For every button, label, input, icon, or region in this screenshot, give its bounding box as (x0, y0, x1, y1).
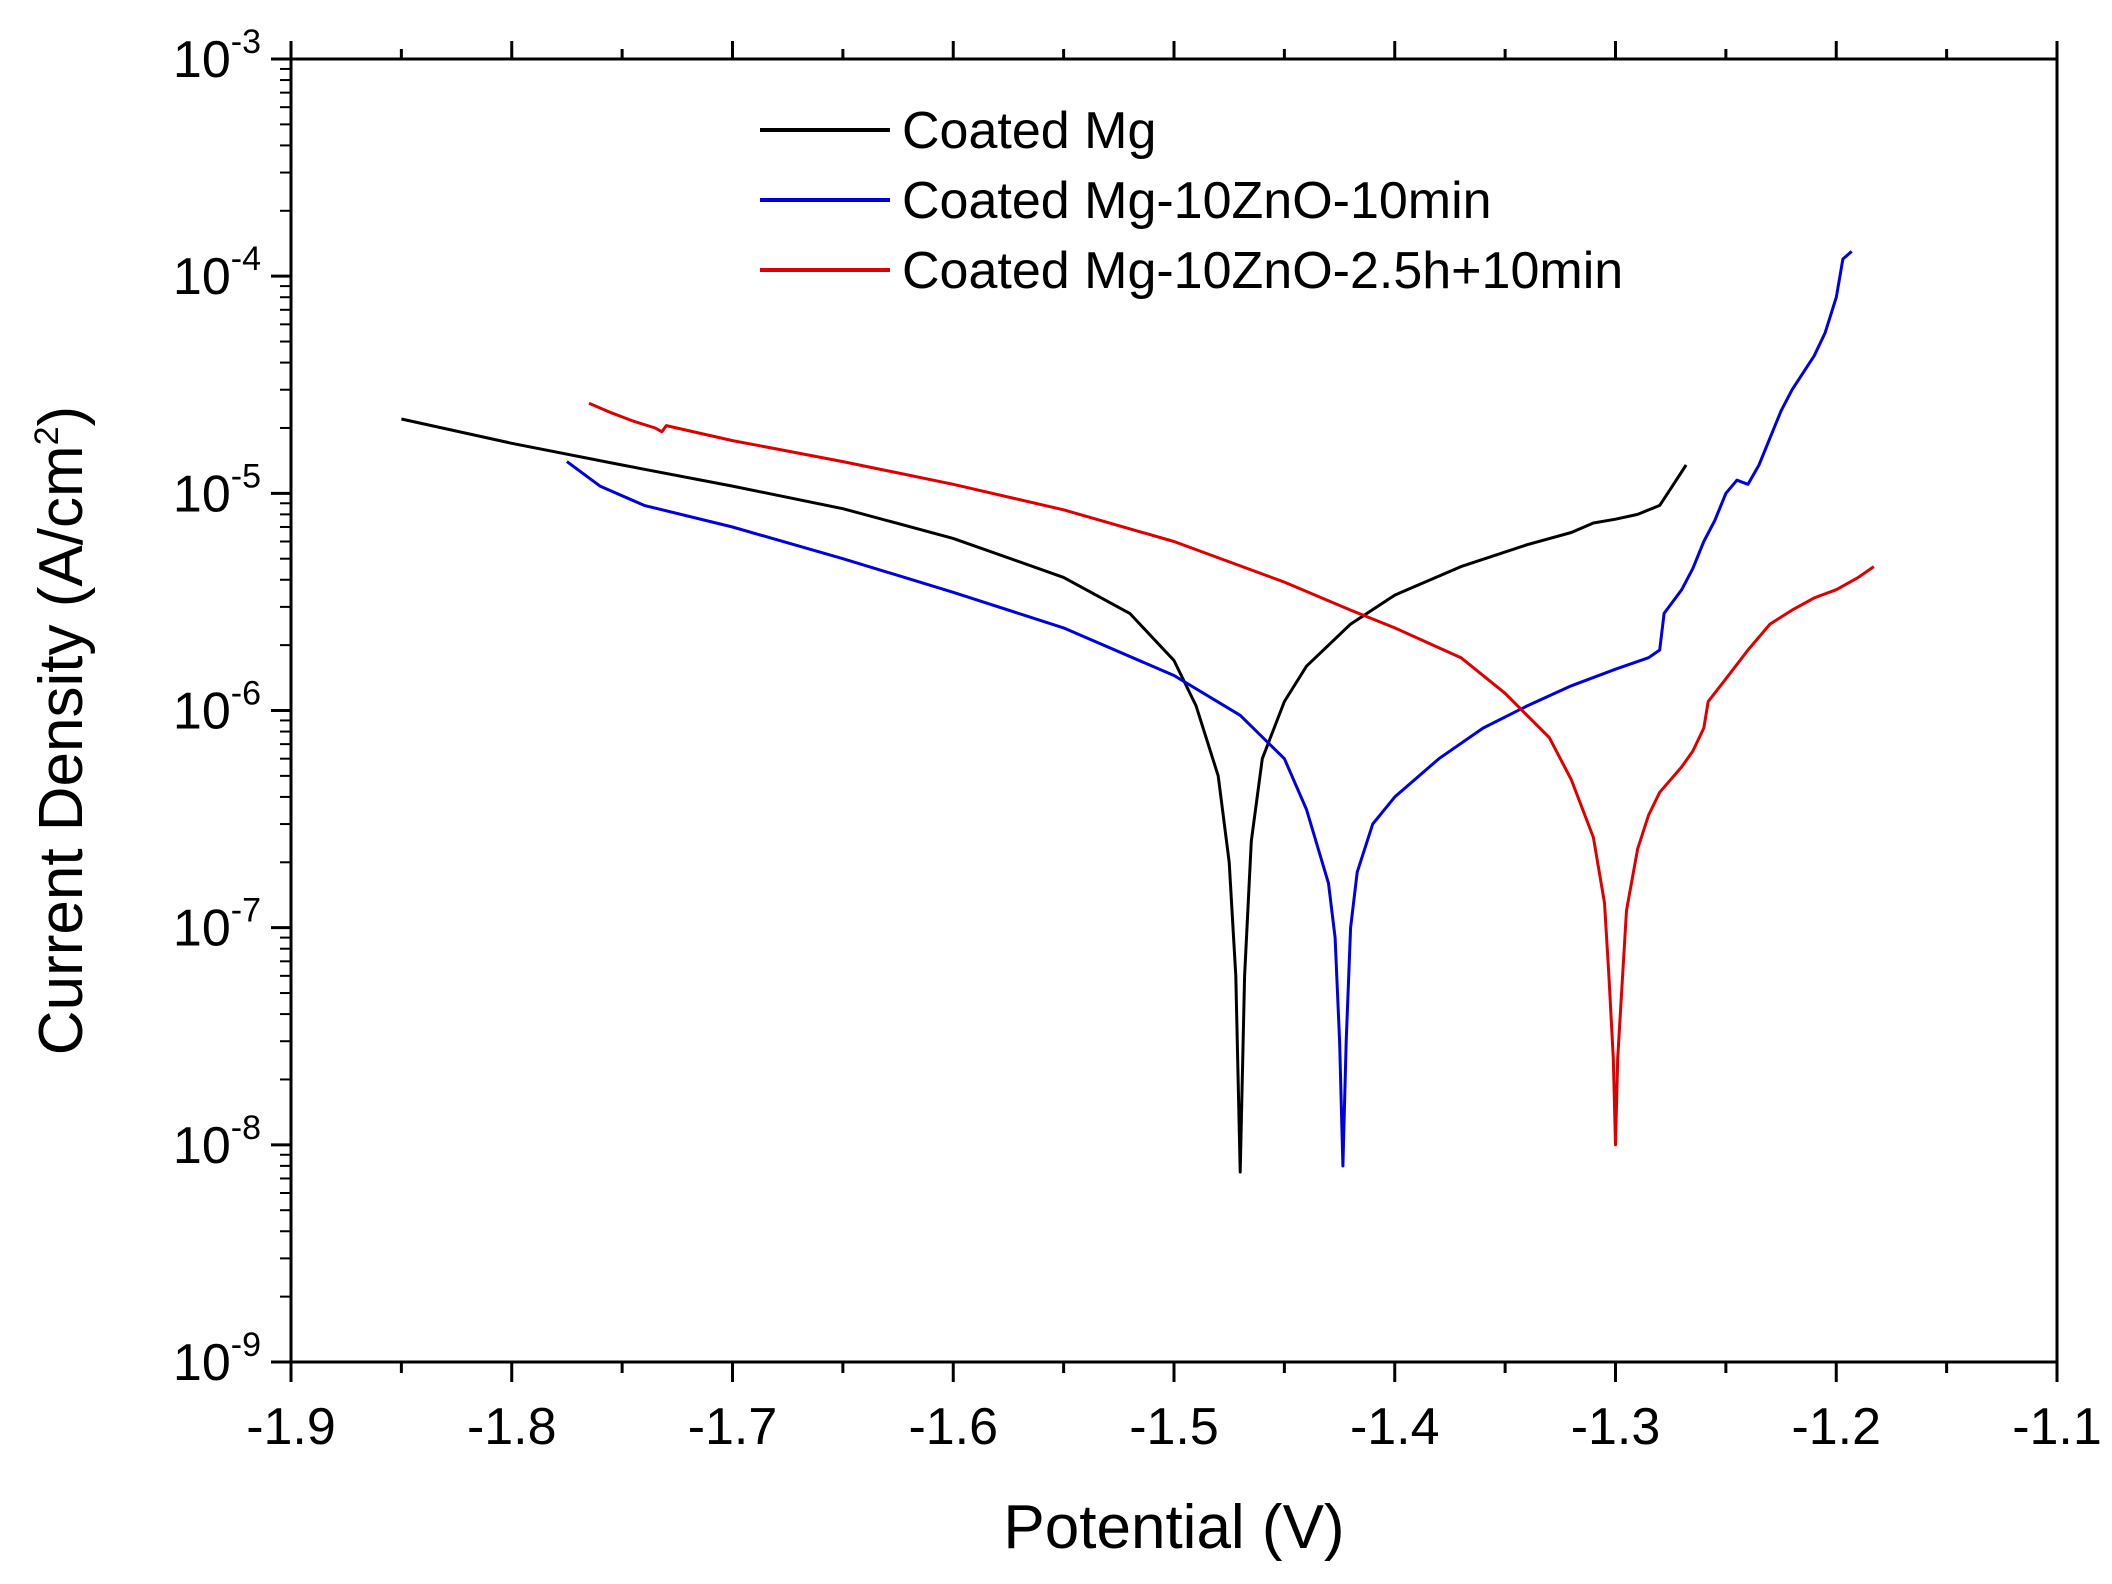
x-axis-ticks: -1.9 -1.8 -1.7 -1.6 -1.5 -1.4 -1.3 -1.2 -1.1 (246, 41, 2102, 1456)
y-tick-label: 10-8 (173, 1109, 261, 1175)
series-line-3 (588, 401, 1875, 1147)
x-tick-label: -1.3 (1571, 1398, 1661, 1456)
y-axis-title-main: Current Density (A/cm (27, 445, 96, 1055)
x-tick-label: -1.4 (1350, 1398, 1440, 1456)
x-tick-label: -1.9 (246, 1398, 336, 1456)
y-tick-label-base: 10 (173, 465, 231, 523)
y-tick-label-base: 10 (173, 900, 231, 958)
legend-label: Coated Mg (902, 102, 1156, 160)
x-tick-label: -1.2 (1791, 1398, 1881, 1456)
x-axis-title: Potential (V) (1003, 1493, 1344, 1562)
y-tick-label-base: 10 (173, 31, 231, 89)
series-line-2 (566, 250, 1853, 1168)
y-axis-ticks: 10-910-810-710-610-510-410-3 (173, 23, 291, 1392)
y-tick-label-exp: -7 (231, 892, 261, 930)
series-line-1 (401, 417, 1688, 1174)
y-tick-label-exp: -5 (231, 457, 261, 495)
y-tick-label: 10-4 (173, 240, 261, 306)
y-tick-label: 10-3 (173, 23, 261, 89)
x-tick-label: -1.7 (688, 1398, 778, 1456)
legend: Coated Mg Coated Mg-10ZnO-10min Coated Mg-… (760, 102, 1623, 300)
y-tick-label: 10-7 (173, 892, 261, 958)
y-tick-label-base: 10 (173, 1117, 231, 1175)
y-tick-label-base: 10 (173, 1334, 231, 1392)
y-tick-label-exp: -4 (231, 240, 261, 278)
series-layer (401, 250, 1875, 1174)
y-axis-title: Current Density (A/cm2) (27, 406, 96, 1055)
x-tick-label: -1.6 (908, 1398, 998, 1456)
y-tick-label: 10-9 (173, 1326, 261, 1392)
y-tick-label: 10-6 (173, 675, 261, 741)
x-tick-label: -1.5 (1129, 1398, 1219, 1456)
y-axis-title-close: ) (27, 406, 96, 427)
y-tick-label-base: 10 (173, 683, 231, 741)
y-tick-label-exp: -6 (231, 675, 261, 713)
legend-label: Coated Mg-10ZnO-10min (902, 172, 1492, 230)
x-tick-label: -1.1 (2012, 1398, 2102, 1456)
x-tick-label: -1.8 (467, 1398, 557, 1456)
legend-label: Coated Mg-10ZnO-2.5h+10min (902, 242, 1623, 300)
y-tick-label-exp: -9 (231, 1326, 261, 1364)
y-tick-label: 10-5 (173, 457, 261, 523)
y-tick-label-exp: -8 (231, 1109, 261, 1147)
y-axis-title-sup: 2 (28, 426, 66, 445)
y-tick-label-exp: -3 (231, 23, 261, 61)
y-tick-label-base: 10 (173, 248, 231, 306)
